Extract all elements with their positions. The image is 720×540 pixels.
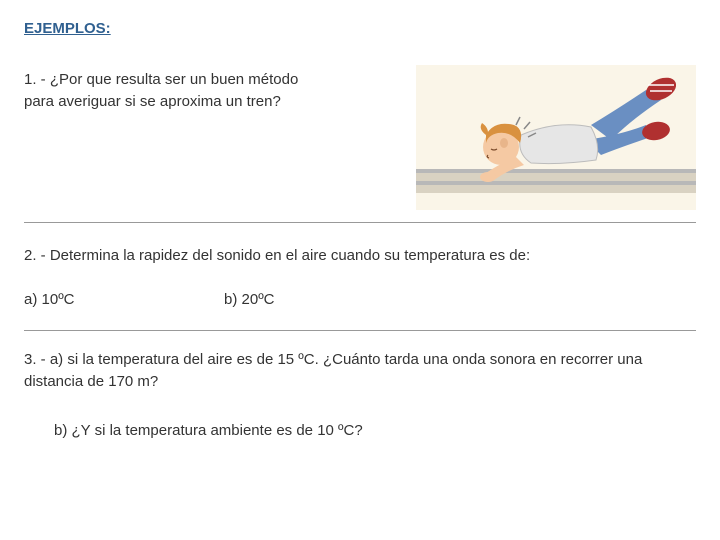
question-3-part-b: b) ¿Y si la temperatura ambiente es de 1…	[54, 420, 696, 443]
question-2-options: a) 10ºC b) 20ºC	[24, 289, 696, 312]
illustration	[416, 65, 696, 210]
question-1-section: 1. - ¿Por que resulta ser un buen método…	[24, 65, 696, 222]
question-1-line1: 1. - ¿Por que resulta ser un buen método	[24, 69, 406, 92]
question-1-line2: para averiguar si se aproxima un tren?	[24, 91, 406, 114]
question-3-text: 3. - a) si la temperatura del aire es de…	[24, 349, 696, 394]
question-3-section: 3. - a) si la temperatura del aire es de…	[24, 331, 696, 443]
option-b: b) 20ºC	[224, 289, 275, 312]
question-1-text: 1. - ¿Por que resulta ser un buen método…	[24, 65, 406, 114]
question-2-text: 2. - Determina la rapidez del sonido en …	[24, 245, 696, 268]
option-a: a) 10ºC	[24, 289, 224, 312]
question-2-section: 2. - Determina la rapidez del sonido en …	[24, 223, 696, 330]
page-heading: EJEMPLOS:	[24, 18, 696, 41]
